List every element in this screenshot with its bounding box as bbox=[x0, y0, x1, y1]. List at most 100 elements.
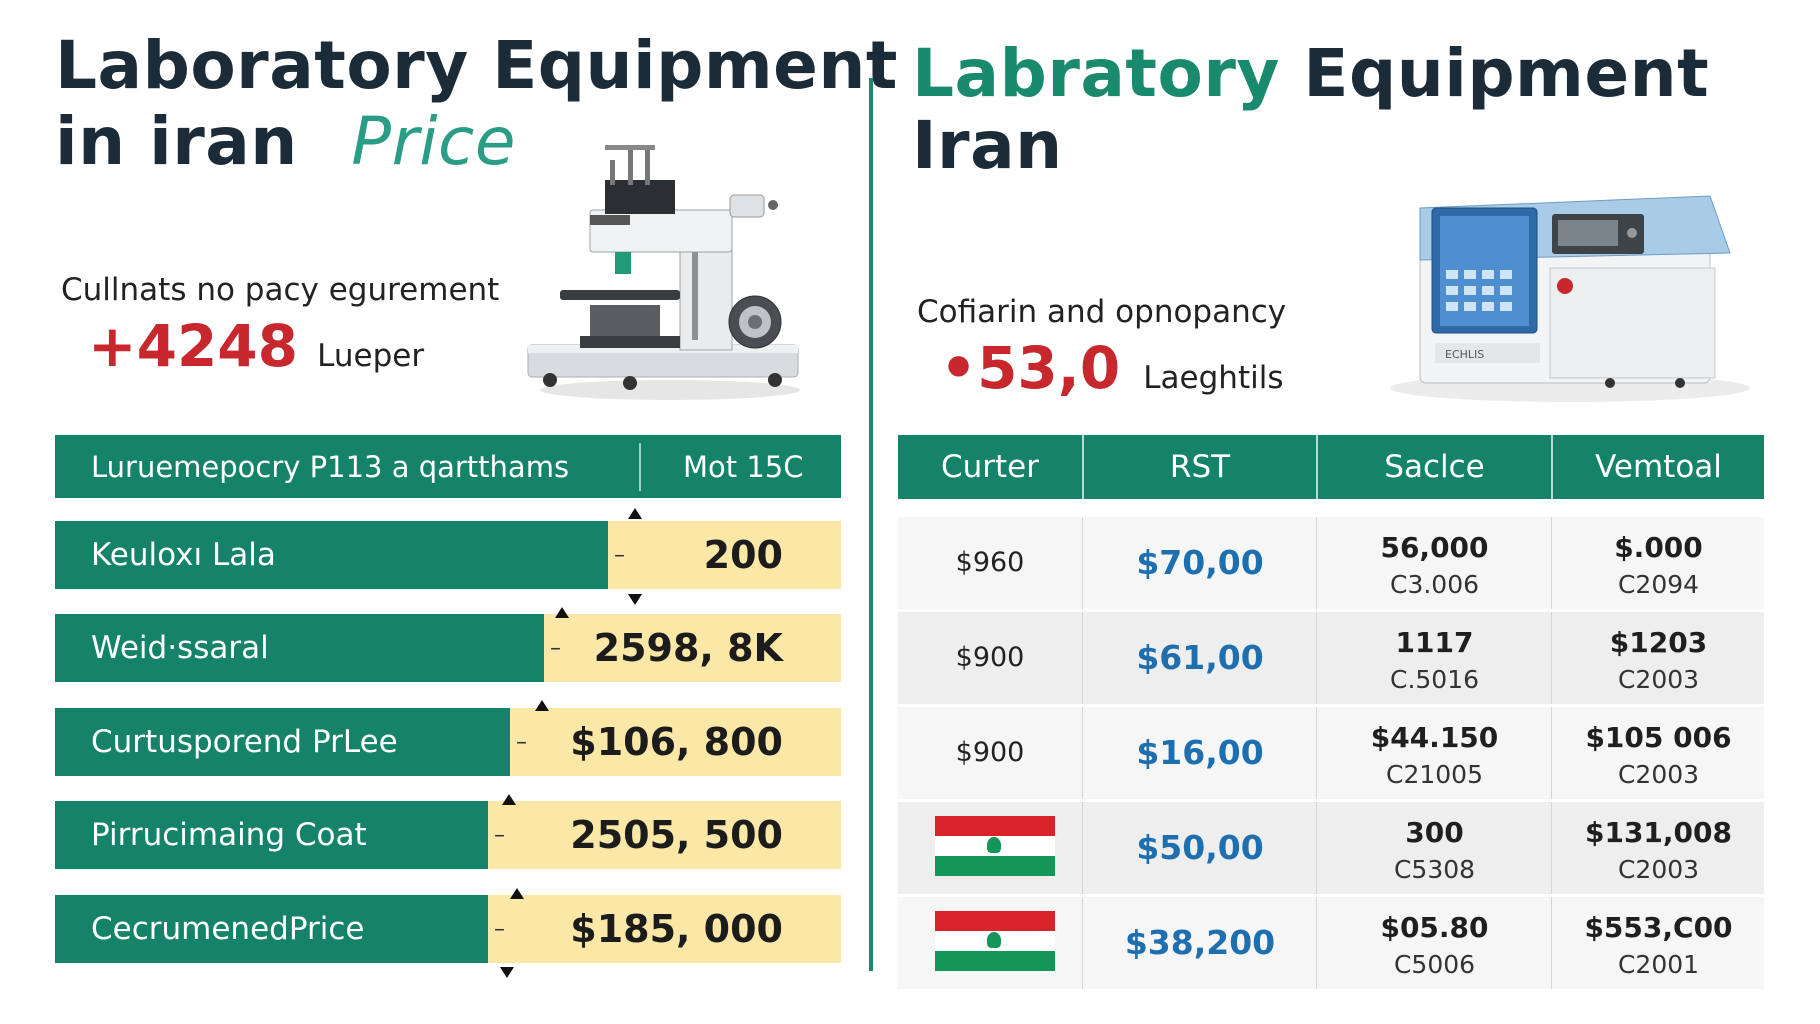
column-divider bbox=[1082, 707, 1083, 799]
right-big-stat: •53,0 Laeghtils bbox=[940, 334, 1283, 402]
right-cell-saclce-value: $05.80 bbox=[1380, 911, 1489, 944]
iran-flag-icon bbox=[898, 897, 1082, 989]
left-header-col2: Mot 15C bbox=[683, 450, 804, 484]
left-row-label: CecrumenedPrice bbox=[91, 911, 365, 947]
left-row-label-bar: CecrumenedPrice bbox=[55, 895, 488, 963]
left-header-separator bbox=[639, 443, 641, 491]
right-cell-vemtoal-value: $131,008 bbox=[1584, 816, 1732, 849]
left-row-value: $106, 800 bbox=[570, 720, 783, 764]
down-arrow-icon bbox=[500, 967, 514, 978]
right-header-saclce: Saclce bbox=[1384, 449, 1485, 485]
right-cell-vemtoal-value: $553,C00 bbox=[1584, 911, 1733, 944]
right-cell-saclce: $05.80 C5006 bbox=[1318, 897, 1551, 989]
right-cell-vemtoal: $553,C00 C2001 bbox=[1553, 897, 1764, 989]
right-cell-rst: $61,00 bbox=[1136, 638, 1264, 677]
left-row-dash: – bbox=[494, 823, 505, 848]
left-row-label: Curtusporend PrLee bbox=[91, 724, 398, 760]
column-divider bbox=[1082, 517, 1083, 609]
column-divider bbox=[1551, 707, 1552, 799]
right-cell-saclce-code: C.5016 bbox=[1389, 665, 1480, 694]
column-divider bbox=[1551, 612, 1552, 704]
device-panel-label: ECHLIS bbox=[1445, 348, 1484, 361]
right-cell-vemtoal: $105 006 C2003 bbox=[1553, 707, 1764, 799]
left-table-row: Curtusporend PrLee – $106, 800 bbox=[55, 708, 841, 776]
right-table-row: $38,200 $05.80 C5006 $553,C00 C2001 bbox=[898, 897, 1764, 989]
left-unit: Lueper bbox=[317, 338, 425, 374]
right-cell-saclce-value: 56,000 bbox=[1380, 531, 1489, 564]
left-row-label: Keuloxı Lala bbox=[91, 537, 276, 573]
column-divider bbox=[1082, 612, 1083, 704]
right-cell-saclce: 56,000 C3.006 bbox=[1318, 517, 1551, 609]
right-header-sep-2 bbox=[1316, 435, 1318, 499]
left-row-value: $185, 000 bbox=[570, 907, 783, 951]
center-divider bbox=[869, 78, 873, 971]
microscope-image bbox=[527, 145, 800, 400]
left-row-label-bar: Weid·ssaral bbox=[55, 614, 544, 682]
lab-analyzer-image: ECHLIS bbox=[1390, 195, 1750, 402]
left-table-row: Keuloxı Lala – 200 bbox=[55, 521, 841, 589]
column-divider bbox=[1551, 802, 1552, 894]
right-title-line1: Labratory Equipment bbox=[912, 36, 1709, 112]
up-arrow-icon bbox=[555, 607, 569, 618]
right-table-row: $900 $16,00 $44.150 C21005 $105 006 C2003 bbox=[898, 707, 1764, 799]
right-cell-vemtoal-value: $.000 bbox=[1614, 531, 1703, 564]
right-title-accent: Labratory bbox=[912, 35, 1280, 112]
right-big-number: •53,0 bbox=[940, 334, 1121, 402]
right-unit: Laeghtils bbox=[1143, 360, 1284, 396]
right-cell-saclce-value: 1117 bbox=[1395, 626, 1474, 659]
left-row-dash: – bbox=[516, 730, 527, 755]
left-row-label-bar: Curtusporend PrLee bbox=[55, 708, 510, 776]
right-cell-vemtoal-code: C2003 bbox=[1617, 855, 1700, 884]
right-cell-vemtoal: $131,008 C2003 bbox=[1553, 802, 1764, 894]
down-arrow-icon bbox=[628, 594, 642, 605]
column-divider bbox=[1316, 802, 1317, 894]
left-row-label: Weid·ssaral bbox=[91, 630, 269, 666]
right-cell-rst: $70,00 bbox=[1136, 543, 1264, 582]
up-arrow-icon bbox=[502, 794, 516, 805]
right-cell-rst: $16,00 bbox=[1136, 733, 1264, 772]
column-divider bbox=[1082, 802, 1083, 894]
left-table-row: CecrumenedPrice – $185, 000 bbox=[55, 895, 841, 963]
right-cell-vemtoal-code: C2003 bbox=[1617, 760, 1700, 789]
right-table-row: $50,00 300 C5308 $131,008 C2003 bbox=[898, 802, 1764, 894]
up-arrow-icon bbox=[535, 700, 549, 711]
left-title-line1: Laboratory Equipment bbox=[55, 27, 898, 104]
left-row-dash: – bbox=[550, 636, 561, 661]
column-divider bbox=[1316, 897, 1317, 989]
left-row-value: 200 bbox=[703, 533, 783, 577]
right-table-row: $960 $70,00 56,000 C3.006 $.000 C2094 bbox=[898, 517, 1764, 609]
right-cell-rst: $50,00 bbox=[1136, 828, 1264, 867]
column-divider bbox=[1316, 517, 1317, 609]
right-header-sep-1 bbox=[1082, 435, 1084, 499]
right-cell-saclce-code: C21005 bbox=[1386, 760, 1483, 789]
up-arrow-icon bbox=[628, 508, 642, 519]
left-row-label-bar: Pirrucimaing Coat bbox=[55, 801, 488, 869]
right-cell-vemtoal-code: C2001 bbox=[1617, 950, 1700, 979]
right-table-header: Curter RST Saclce Vemtoal bbox=[898, 435, 1764, 499]
left-title-iran: in iran bbox=[55, 103, 298, 180]
right-cell-rst: $38,200 bbox=[1124, 923, 1276, 962]
up-arrow-icon bbox=[510, 888, 524, 899]
right-cell-saclce-value: $44.150 bbox=[1370, 721, 1499, 754]
left-table-header: Luruemepocry P113 a qartthams Mot 15C bbox=[55, 435, 841, 498]
right-cell-saclce-code: C5006 bbox=[1393, 950, 1476, 979]
left-title-line2: in iran Price bbox=[55, 104, 516, 180]
right-cell-vemtoal-code: C2003 bbox=[1617, 665, 1700, 694]
left-row-value: 2505, 500 bbox=[570, 813, 783, 857]
left-row-label: Pirrucimaing Coat bbox=[91, 817, 367, 853]
right-cell-saclce: $44.150 C21005 bbox=[1318, 707, 1551, 799]
right-table-row: $900 $61,00 1117 C.5016 $1203 C2003 bbox=[898, 612, 1764, 704]
right-cell-curter: $900 bbox=[955, 737, 1025, 768]
right-cell-saclce: 300 C5308 bbox=[1318, 802, 1551, 894]
right-subtitle: Cofiarin and opnopancy bbox=[917, 294, 1287, 330]
right-cell-saclce-code: C5308 bbox=[1393, 855, 1476, 884]
right-cell-vemtoal-value: $1203 bbox=[1609, 626, 1708, 659]
left-title-price-word: Price bbox=[351, 103, 516, 180]
column-divider bbox=[1316, 707, 1317, 799]
right-header-sep-3 bbox=[1551, 435, 1553, 499]
iran-flag-icon bbox=[898, 802, 1082, 894]
left-big-number: +4248 bbox=[88, 312, 299, 380]
left-subtitle: Cullnats no pacy egurement bbox=[61, 272, 500, 308]
right-cell-curter: $900 bbox=[955, 642, 1025, 673]
right-cell-vemtoal-value: $105 006 bbox=[1585, 721, 1732, 754]
